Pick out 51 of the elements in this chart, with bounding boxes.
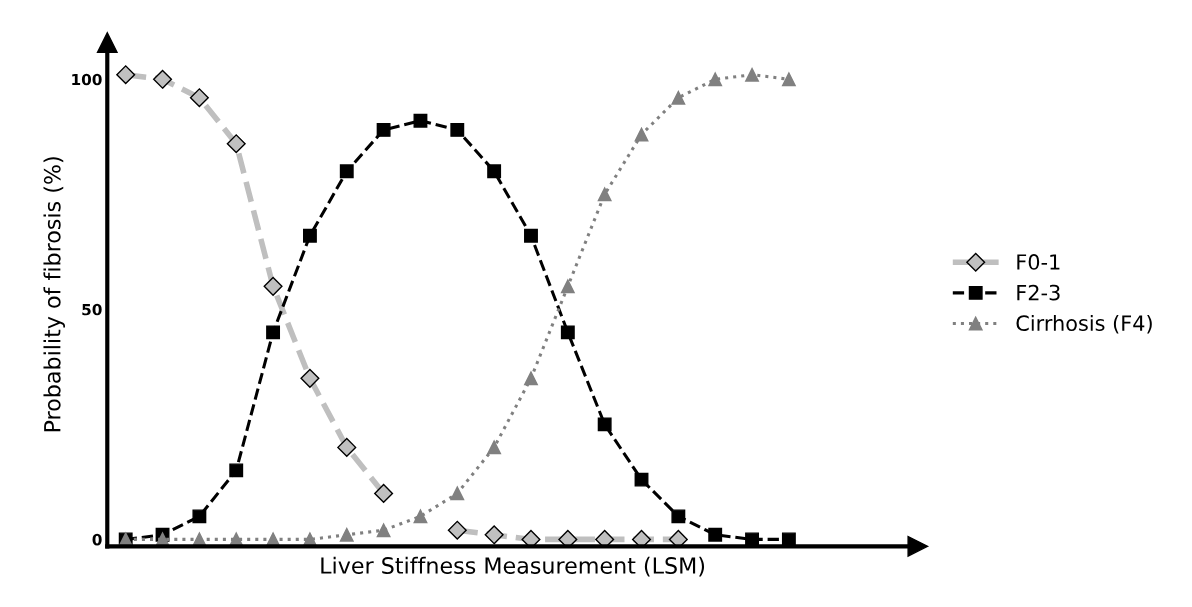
point: [229, 463, 244, 478]
point: [339, 164, 354, 179]
y-tick-label: 50: [82, 303, 102, 316]
point: [524, 228, 538, 243]
x-axis-title: Liver Stiffness Measurement (LSM): [321, 556, 705, 577]
y-tick-label: 100: [72, 73, 102, 86]
point: [447, 520, 467, 540]
y-axis-title: Probability of fibrosis (%): [43, 157, 65, 432]
point: [595, 529, 615, 547]
point: [413, 113, 428, 128]
point: [671, 90, 686, 105]
legend-label: F0-1: [1017, 254, 1060, 270]
point: [487, 440, 502, 455]
point: [745, 67, 759, 82]
point: [376, 122, 391, 137]
point: [266, 325, 281, 340]
point: [450, 486, 465, 501]
point: [153, 69, 173, 89]
point: [376, 523, 391, 538]
point: [263, 276, 283, 296]
point: [634, 472, 649, 487]
point: [487, 164, 502, 179]
point: [484, 525, 504, 545]
point: [374, 483, 394, 503]
point: [116, 65, 136, 85]
point: [413, 509, 428, 524]
point: [226, 134, 246, 154]
legend-label: F2-3: [1017, 284, 1060, 301]
point: [450, 122, 465, 137]
point: [560, 279, 575, 294]
point: [597, 417, 612, 432]
point: [189, 88, 209, 108]
point: [671, 509, 686, 524]
point: [521, 529, 541, 547]
point: [339, 527, 354, 542]
point: [560, 325, 575, 340]
point: [300, 368, 320, 388]
point: [192, 509, 207, 524]
point: [708, 527, 723, 542]
legend-label: Cirrhosis (F4): [1016, 314, 1152, 334]
point: [524, 371, 538, 386]
point: [634, 127, 649, 142]
point: [781, 72, 796, 87]
point: [337, 437, 357, 457]
point: [668, 529, 688, 547]
y-tick-label: 0: [92, 533, 102, 546]
point: [708, 72, 723, 87]
point: [597, 187, 612, 202]
point: [302, 228, 317, 243]
point: [631, 529, 652, 547]
point: [558, 529, 578, 547]
